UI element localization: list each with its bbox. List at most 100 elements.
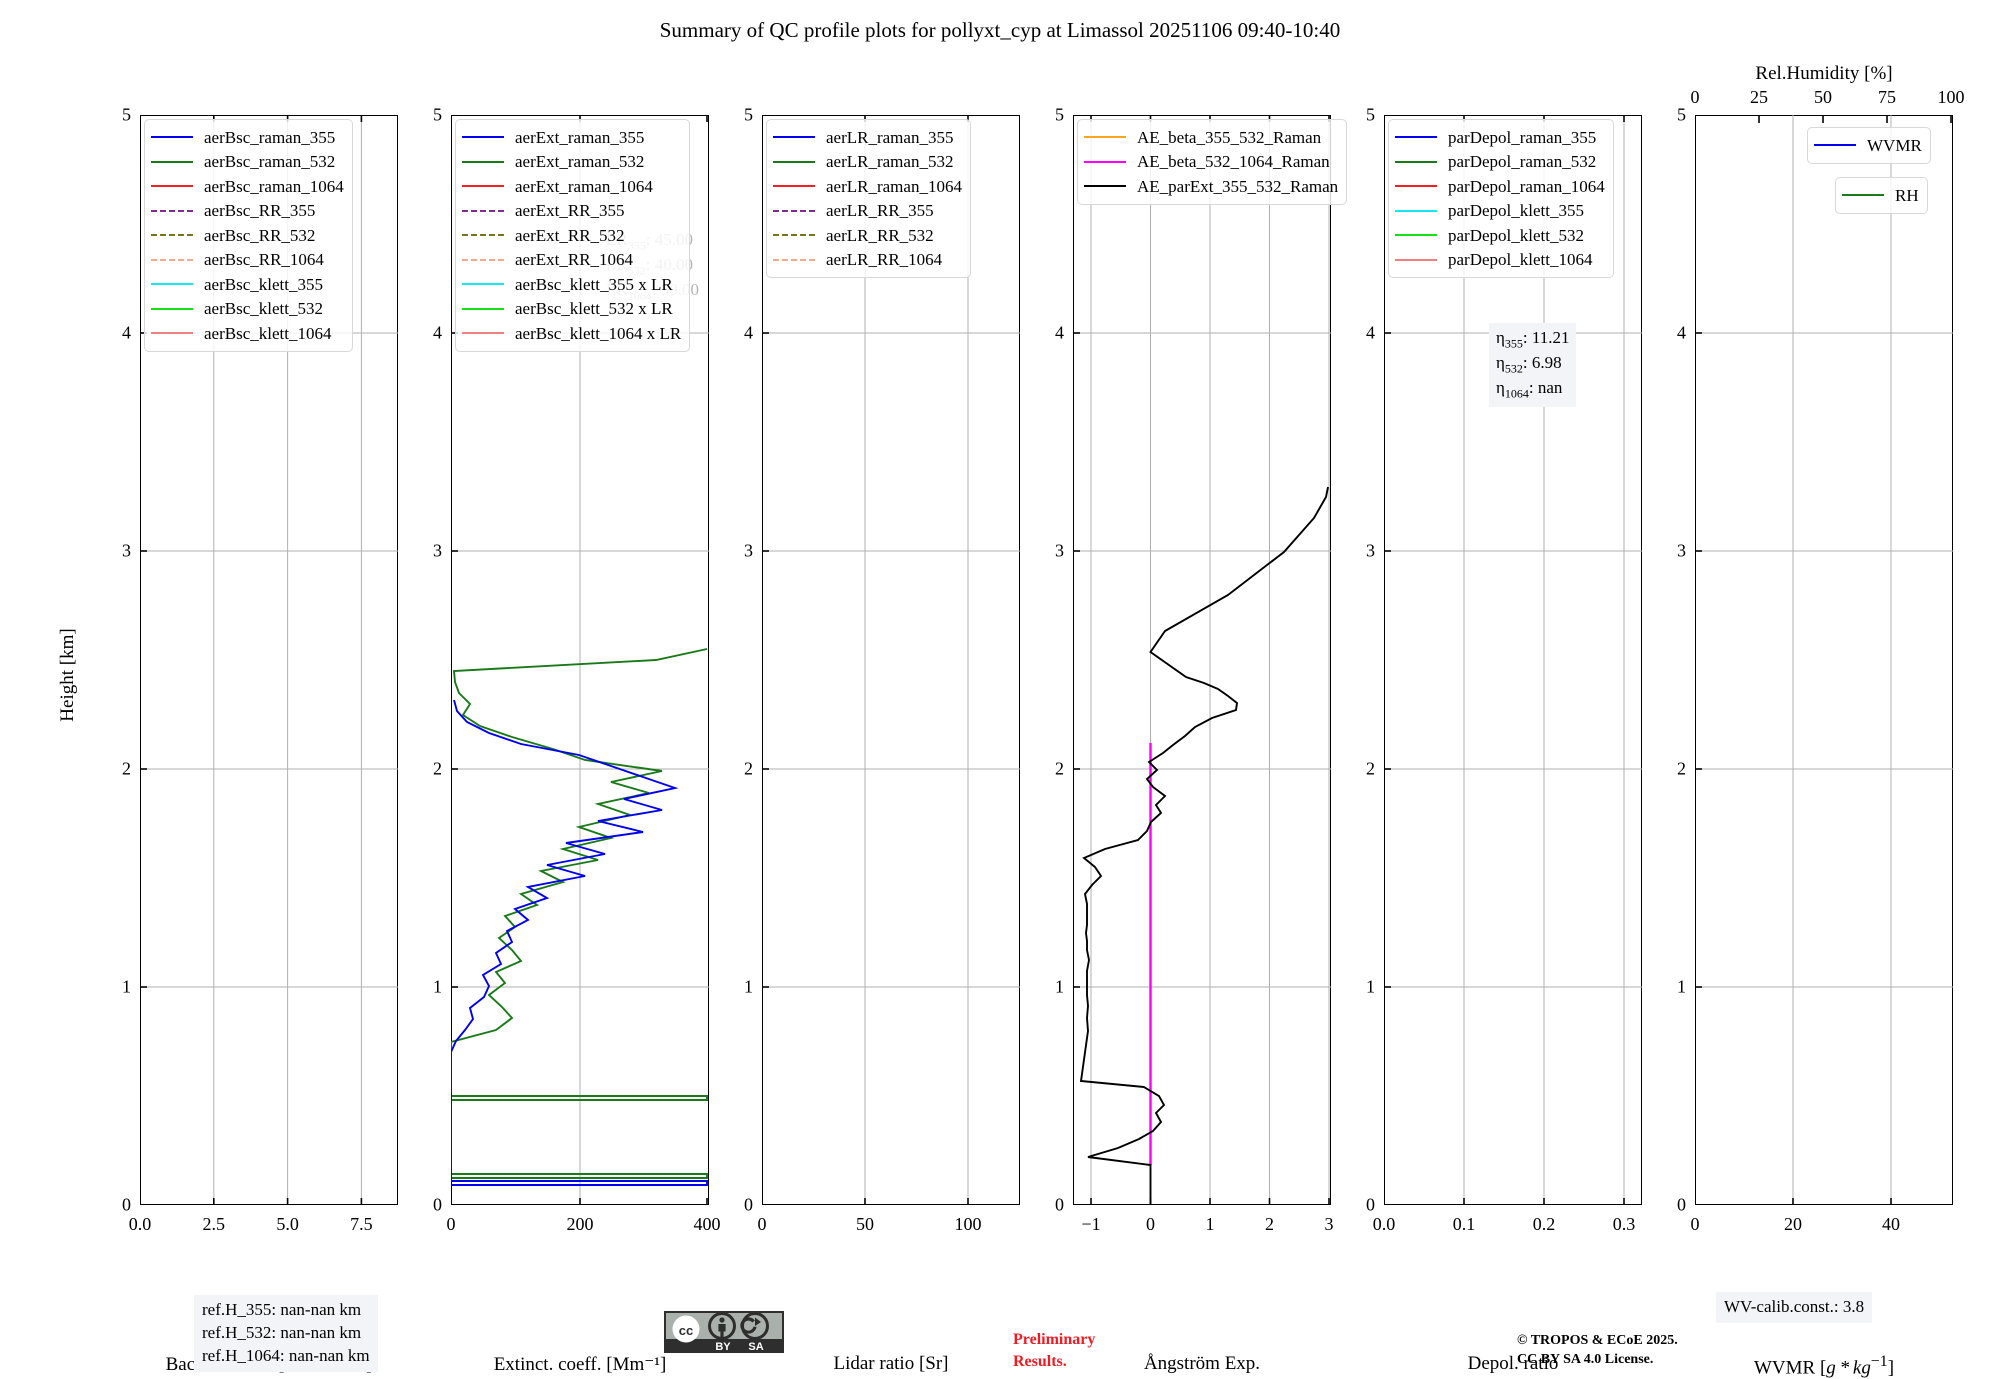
y-tick: 4 [1055,322,1064,343]
legend-label: parDepol_raman_1064 [1448,176,1605,196]
legend-label: aerBsc_klett_355 x LR [515,274,673,294]
panel-lidar-ratio: 0 1 2 3 4 5 0 50 100 Lidar ratio [Sr] ae… [744,105,1020,1374]
y-tick: 5 [1055,104,1064,125]
legend-item: aerLR_raman_355 [773,125,962,150]
legend-color-swatch [151,185,193,188]
legend-item: parDepol_raman_1064 [1395,174,1605,199]
x-tick: 50 [856,1214,874,1234]
y-tick: 2 [1055,758,1064,779]
legend-color-swatch [151,160,193,163]
legend-label: aerLR_raman_355 [826,127,954,147]
y-tick: 4 [1366,322,1375,343]
legend-color-swatch [773,234,815,237]
legend-item: aerLR_RR_355 [773,199,962,224]
legend-color-swatch [1084,185,1126,188]
legend-label: aerLR_raman_532 [826,152,954,172]
legend-label: aerExt_RR_532 [515,225,625,245]
x-tick: 2 [1265,1214,1274,1234]
x-axis-label: Ångström Exp. [1143,1353,1261,1374]
y-tick: 1 [744,976,753,997]
legend-label: parDepol_raman_532 [1448,152,1597,172]
wv-calib-note: WV-calib.const.: 3.8 [1716,1292,1873,1323]
legend-color-swatch [151,258,193,261]
legend-angstrom: AE_beta_355_532_Raman AE_beta_532_1064_Ra… [1077,119,1348,205]
panel-backscatter: Height [km] 0 1 2 3 4 5 0.0 2.5 5.0 7.5 … [57,105,398,1375]
legend-label: aerBsc_RR_355 [204,201,316,221]
y-tick: 0 [122,1194,131,1215]
legend-color-swatch [773,136,815,139]
legend-item: aerBsc_klett_532 x LR [462,297,681,322]
copyright-line-2: CC BY SA 4.0 License. [1517,1351,1654,1367]
eta-355-value: η355: 11.21 [1496,328,1570,351]
legend-label: aerBsc_RR_532 [204,225,316,245]
legend-color-swatch [151,234,193,237]
legend-item: AE_parExt_355_532_Raman [1084,174,1338,199]
legend-label: aerExt_RR_355 [515,201,625,221]
panel-extinction: 0 1 2 3 4 5 0 200 400 Extinct. coeff. [M… [433,105,721,1376]
y-tick: 5 [433,104,442,125]
legend-color-swatch [1395,185,1437,188]
legend-item: aerLR_RR_1064 [773,248,962,273]
legend-item: aerLR_RR_532 [773,223,962,248]
x-tick: −1 [1081,1214,1101,1234]
legend-item: parDepol_raman_355 [1395,125,1605,150]
legend-extinction: aerExt_raman_355 aerExt_raman_532 aerExt_r… [455,119,691,352]
legend-label: AE_parExt_355_532_Raman [1137,176,1339,196]
panel-wvmr: 0 1 2 3 4 5 0 20 40 0 25 50 75 100 Rel.H… [1677,63,1965,1378]
legend-label: parDepol_klett_355 [1448,201,1584,221]
x-axis-label: Lidar ratio [Sr] [833,1353,949,1374]
legend-label: parDepol_klett_1064 [1448,250,1593,270]
x-tick: 1 [1205,1214,1215,1234]
legend-color-swatch [1084,136,1126,139]
x-tick: 0 [1146,1214,1155,1234]
legend-label: aerBsc_raman_532 [204,152,336,172]
legend-color-swatch [151,307,193,310]
legend-label: aerBsc_klett_1064 [204,323,332,343]
legend-item: aerLR_raman_532 [773,150,962,175]
legend-color-swatch [462,234,504,237]
legend-item: parDepol_klett_1064 [1395,248,1605,273]
y-tick: 0 [433,1194,442,1215]
y-tick: 1 [433,976,442,997]
y-tick: 2 [122,758,131,779]
x-tick: 400 [693,1214,721,1234]
legend-item: RH [1842,183,1919,208]
legend-color-swatch [773,209,815,212]
x-tick-top: 0 [1690,87,1700,107]
copyright-line-1: © TROPOS & ECoE 2025. [1517,1333,1678,1348]
y-tick: 1 [1677,976,1686,997]
y-tick: 0 [1366,1194,1375,1215]
legend-color-swatch [1395,234,1437,237]
y-tick: 3 [1055,540,1064,561]
panel-angstrom: 0 1 2 3 4 5 −1 0 1 2 3 Ångström Exp. AE_… [1055,105,1348,1374]
preliminary-line-1: Preliminary [1013,1331,1096,1348]
legend-item: parDepol_raman_532 [1395,150,1605,175]
legend-label: aerExt_raman_355 [515,127,645,147]
ref-h-355: ref.H_355: nan-nan km [202,1300,362,1319]
legend-item: aerBsc_raman_355 [151,125,344,150]
legend-item: aerBsc_klett_355 [151,272,344,297]
legend-color-swatch [151,332,193,335]
y-tick: 5 [744,104,753,125]
eta-annotation: η355: 11.21 η532: 6.98 η1064: nan [1489,323,1577,407]
legend-color-swatch [462,136,504,139]
legend-item: aerBsc_RR_355 [151,199,344,224]
plot-frame [1695,115,1953,1205]
page-title: Summary of QC profile plots for pollyxt_… [659,18,1341,42]
legend-item: aerBsc_klett_355 x LR [462,272,681,297]
legend-rh: RH [1835,177,1928,214]
svg-text:cc: cc [679,1323,693,1338]
y-tick: 3 [1677,540,1686,561]
legend-label: aerLR_RR_532 [826,225,934,245]
legend-color-swatch [462,307,504,310]
y-tick: 3 [433,540,442,561]
plot-frame [762,115,1020,1205]
x-tick: 0 [446,1214,456,1234]
legend-item: parDepol_klett_355 [1395,199,1605,224]
x-tick: 0.1 [1452,1214,1476,1234]
grid-lines [1073,115,1331,1205]
y-tick: 4 [744,322,753,343]
legend-item: aerExt_RR_355 [462,199,681,224]
x-tick: 5.0 [276,1214,299,1234]
legend-item: aerBsc_RR_532 [151,223,344,248]
